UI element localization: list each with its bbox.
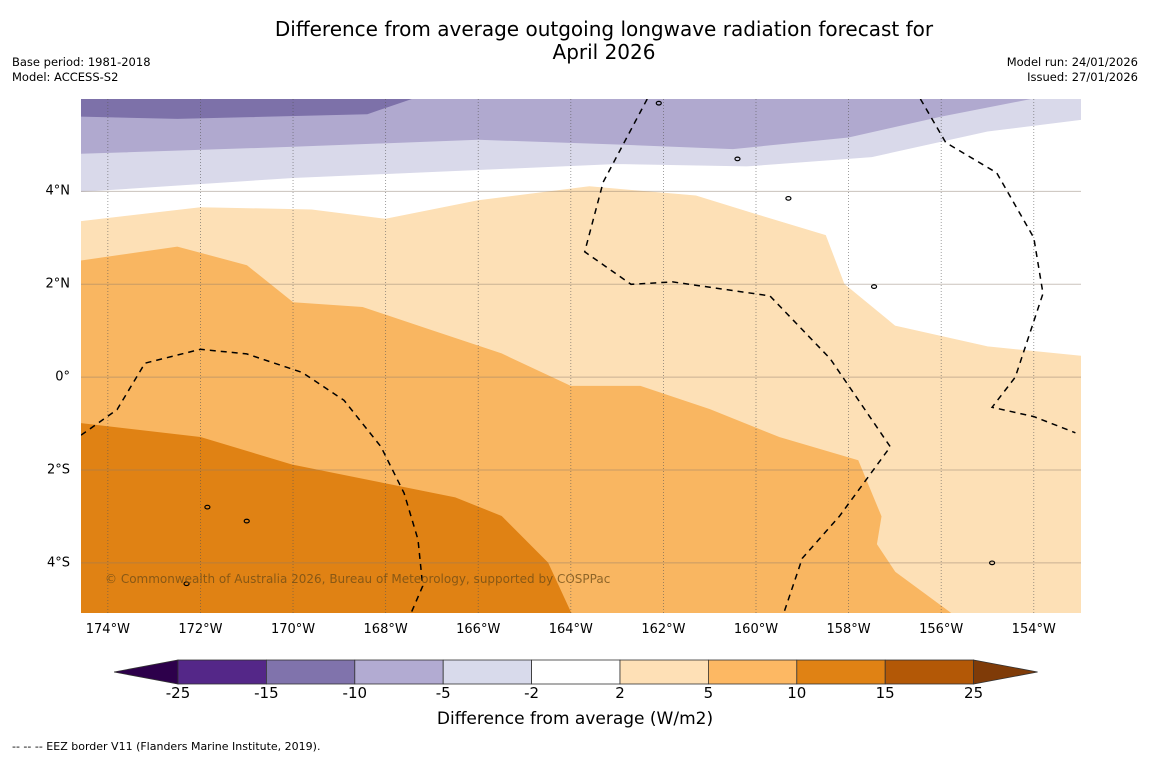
colorbar-tick-label: -10 xyxy=(342,684,368,702)
copyright-notice: © Commonwealth of Australia 2026, Bureau… xyxy=(105,572,611,586)
eez-border-line xyxy=(81,348,424,613)
colorbar-tick-label: -2 xyxy=(524,684,540,702)
lon-tick-label: 158°W xyxy=(826,622,871,637)
colorbar-tick-label: 10 xyxy=(787,684,807,702)
colorbar-tick-label: 25 xyxy=(964,684,984,702)
title-line-1: Difference from average outgoing longwav… xyxy=(274,17,934,41)
eez-border-line xyxy=(919,99,1076,434)
lon-tick-label: 160°W xyxy=(733,622,779,637)
map-plot xyxy=(81,99,1081,613)
island-outline xyxy=(204,504,211,510)
chart-title: Difference from average outgoing longwav… xyxy=(250,18,958,64)
eez-footnote: -- -- -- EEZ border V11 (Flanders Marine… xyxy=(12,740,321,753)
lon-tick-label: 164°W xyxy=(548,622,593,637)
colorbar-segment xyxy=(531,659,621,685)
colorbar-segment xyxy=(619,659,709,685)
lon-tick-label: 154°W xyxy=(1011,622,1056,637)
colorbar xyxy=(114,659,1038,685)
colorbar-tick-label: 5 xyxy=(703,684,714,702)
island-outline xyxy=(989,560,996,566)
colorbar-label: Difference from average (W/m2) xyxy=(436,709,714,729)
colorbar-tick-label: -25 xyxy=(165,684,191,702)
lat-tick-label: 4°S xyxy=(46,555,70,571)
meta-left: Base period: 1981-2018 Model: ACCESS-S2 xyxy=(12,55,151,85)
lat-tick-label: 2°N xyxy=(45,276,71,292)
colorbar-tick-label: 2 xyxy=(615,684,625,702)
island-outline xyxy=(785,195,792,201)
colorbar-tick-label: -5 xyxy=(435,684,451,702)
colorbar-tick-label: 15 xyxy=(875,684,895,702)
lon-tick-label: 168°W xyxy=(363,622,408,637)
colorbar-extend-high xyxy=(973,659,1038,685)
island-outline xyxy=(734,156,741,162)
colorbar-extend-low xyxy=(114,659,179,685)
lat-tick-label: 2°S xyxy=(46,462,70,478)
colorbar-segment xyxy=(265,659,356,685)
island-outline xyxy=(183,581,190,587)
island-outline xyxy=(870,284,878,289)
lat-tick-label: 4°N xyxy=(45,183,71,199)
lat-tick-label: 0° xyxy=(55,369,70,385)
anomaly-bands xyxy=(81,99,1081,613)
colorbar-tick-label: -15 xyxy=(254,684,279,702)
model-run: Model run: 24/01/2026 xyxy=(1006,55,1138,69)
meta-right: Model run: 24/01/2026 Issued: 27/01/2026 xyxy=(1007,55,1138,85)
model-name: Model: ACCESS-S2 xyxy=(12,70,119,84)
title-line-2: April 2026 xyxy=(552,40,656,64)
lon-tick-label: 170°W xyxy=(270,622,316,637)
lon-tick-label: 156°W xyxy=(919,622,964,637)
band--5-to--2 xyxy=(81,99,1081,192)
island-outline xyxy=(655,100,662,106)
base-period: Base period: 1981-2018 xyxy=(12,55,151,69)
colorbar-segment xyxy=(796,659,886,685)
colorbar-segment xyxy=(177,659,267,685)
islands xyxy=(183,100,996,587)
colorbar-segment xyxy=(354,659,444,685)
lon-tick-label: 172°W xyxy=(178,622,223,637)
eez-borders xyxy=(81,99,1076,613)
gridlines xyxy=(81,99,1081,613)
lon-tick-label: 162°W xyxy=(641,622,686,637)
island-outline xyxy=(243,518,250,524)
lon-tick-label: 166°W xyxy=(456,622,501,637)
issued-date: Issued: 27/01/2026 xyxy=(1027,70,1138,84)
lon-tick-label: 174°W xyxy=(85,622,130,637)
colorbar-segment xyxy=(442,659,533,685)
eez-border-line xyxy=(583,99,892,613)
colorbar-segment xyxy=(708,659,798,685)
colorbar-segment xyxy=(884,659,975,685)
